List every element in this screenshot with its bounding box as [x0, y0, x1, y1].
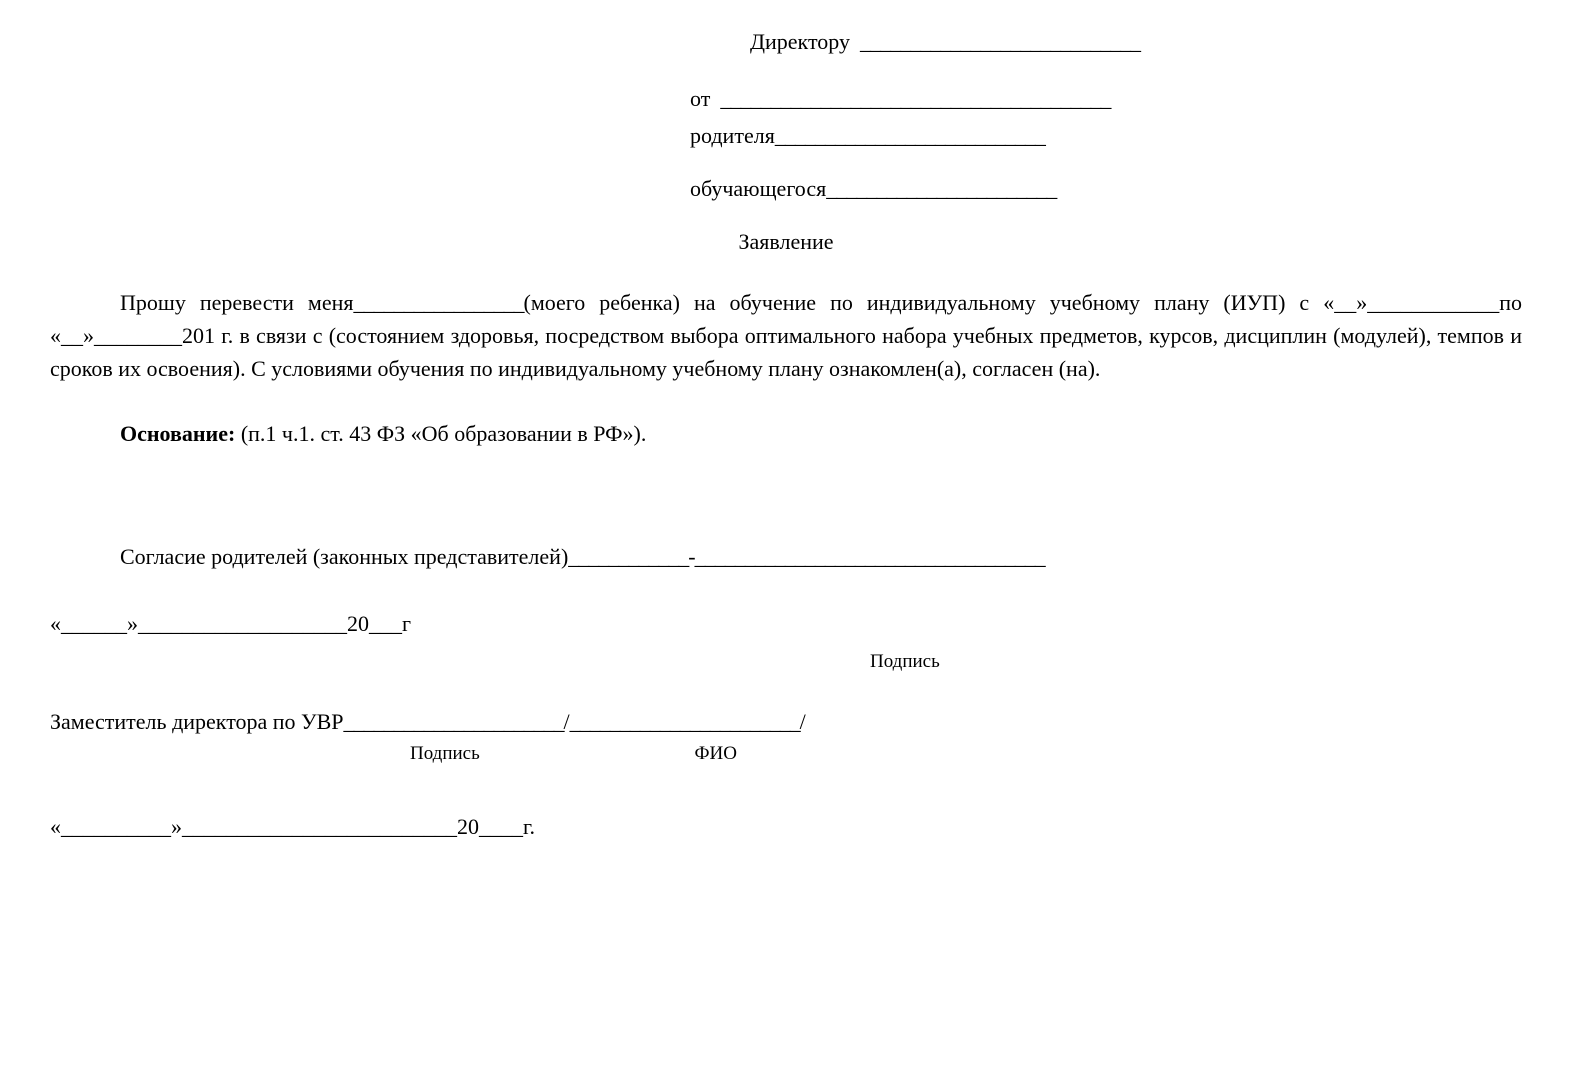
deputy-captions-row: Подпись ФИО — [50, 740, 1522, 769]
date-line-2[interactable]: «__________»_________________________20_… — [50, 810, 1522, 843]
deputy-director-line: Заместитель директора по УВР____________… — [50, 705, 1522, 738]
parent-consent-line: Согласие родителей (законных представите… — [50, 540, 1522, 573]
body-part1: Прошу перевести меня — [120, 290, 354, 315]
applicant-name-blank[interactable]: _________________ — [354, 290, 524, 315]
date2-text: «__________»_________________________20_… — [50, 814, 535, 839]
basis-text: (п.1 ч.1. ст. 43 ФЗ «Об образовании в РФ… — [241, 421, 647, 446]
to-director-line: Директору ____________________________ — [750, 25, 1522, 58]
student-name-blank[interactable]: _______________________ — [826, 176, 1056, 201]
from-name-blank[interactable]: _______________________________________ — [716, 86, 1111, 111]
student-line: обучающегося_______________________ — [690, 172, 1522, 205]
basis-label: Основание: — [120, 421, 241, 446]
deputy-signature-caption: Подпись — [410, 740, 480, 769]
parent-line: родителя___________________________ — [690, 119, 1522, 152]
signature-caption-1: Подпись — [870, 648, 1522, 677]
header-recipient-block: Директору ____________________________ о… — [750, 25, 1522, 205]
date1-text: «______»___________________20___г — [50, 611, 411, 636]
to-director-label: Директору — [750, 29, 850, 54]
consent-blank[interactable]: ____________-___________________________… — [568, 544, 1044, 569]
consent-label: Согласие родителей (законных представите… — [120, 544, 568, 569]
deputy-fio-caption: ФИО — [695, 740, 737, 769]
parent-name-blank[interactable]: ___________________________ — [775, 123, 1045, 148]
date-line-1[interactable]: «______»___________________20___г — [50, 607, 1522, 640]
application-body: Прошу перевести меня_________________(мо… — [50, 286, 1522, 385]
deputy-fio-blank[interactable]: _______________________ — [570, 709, 800, 734]
student-label: обучающегося — [690, 176, 826, 201]
deputy-label: Заместитель директора по УВР — [50, 709, 344, 734]
parent-label: родителя — [690, 123, 775, 148]
director-name-blank[interactable]: ____________________________ — [855, 29, 1140, 54]
document-title: Заявление — [50, 225, 1522, 258]
from-line: от _____________________________________… — [690, 82, 1522, 115]
legal-basis: Основание: (п.1 ч.1. ст. 43 ФЗ «Об образ… — [50, 417, 1522, 450]
deputy-signature-blank[interactable]: ______________________ — [344, 709, 564, 734]
from-label: от — [690, 86, 710, 111]
